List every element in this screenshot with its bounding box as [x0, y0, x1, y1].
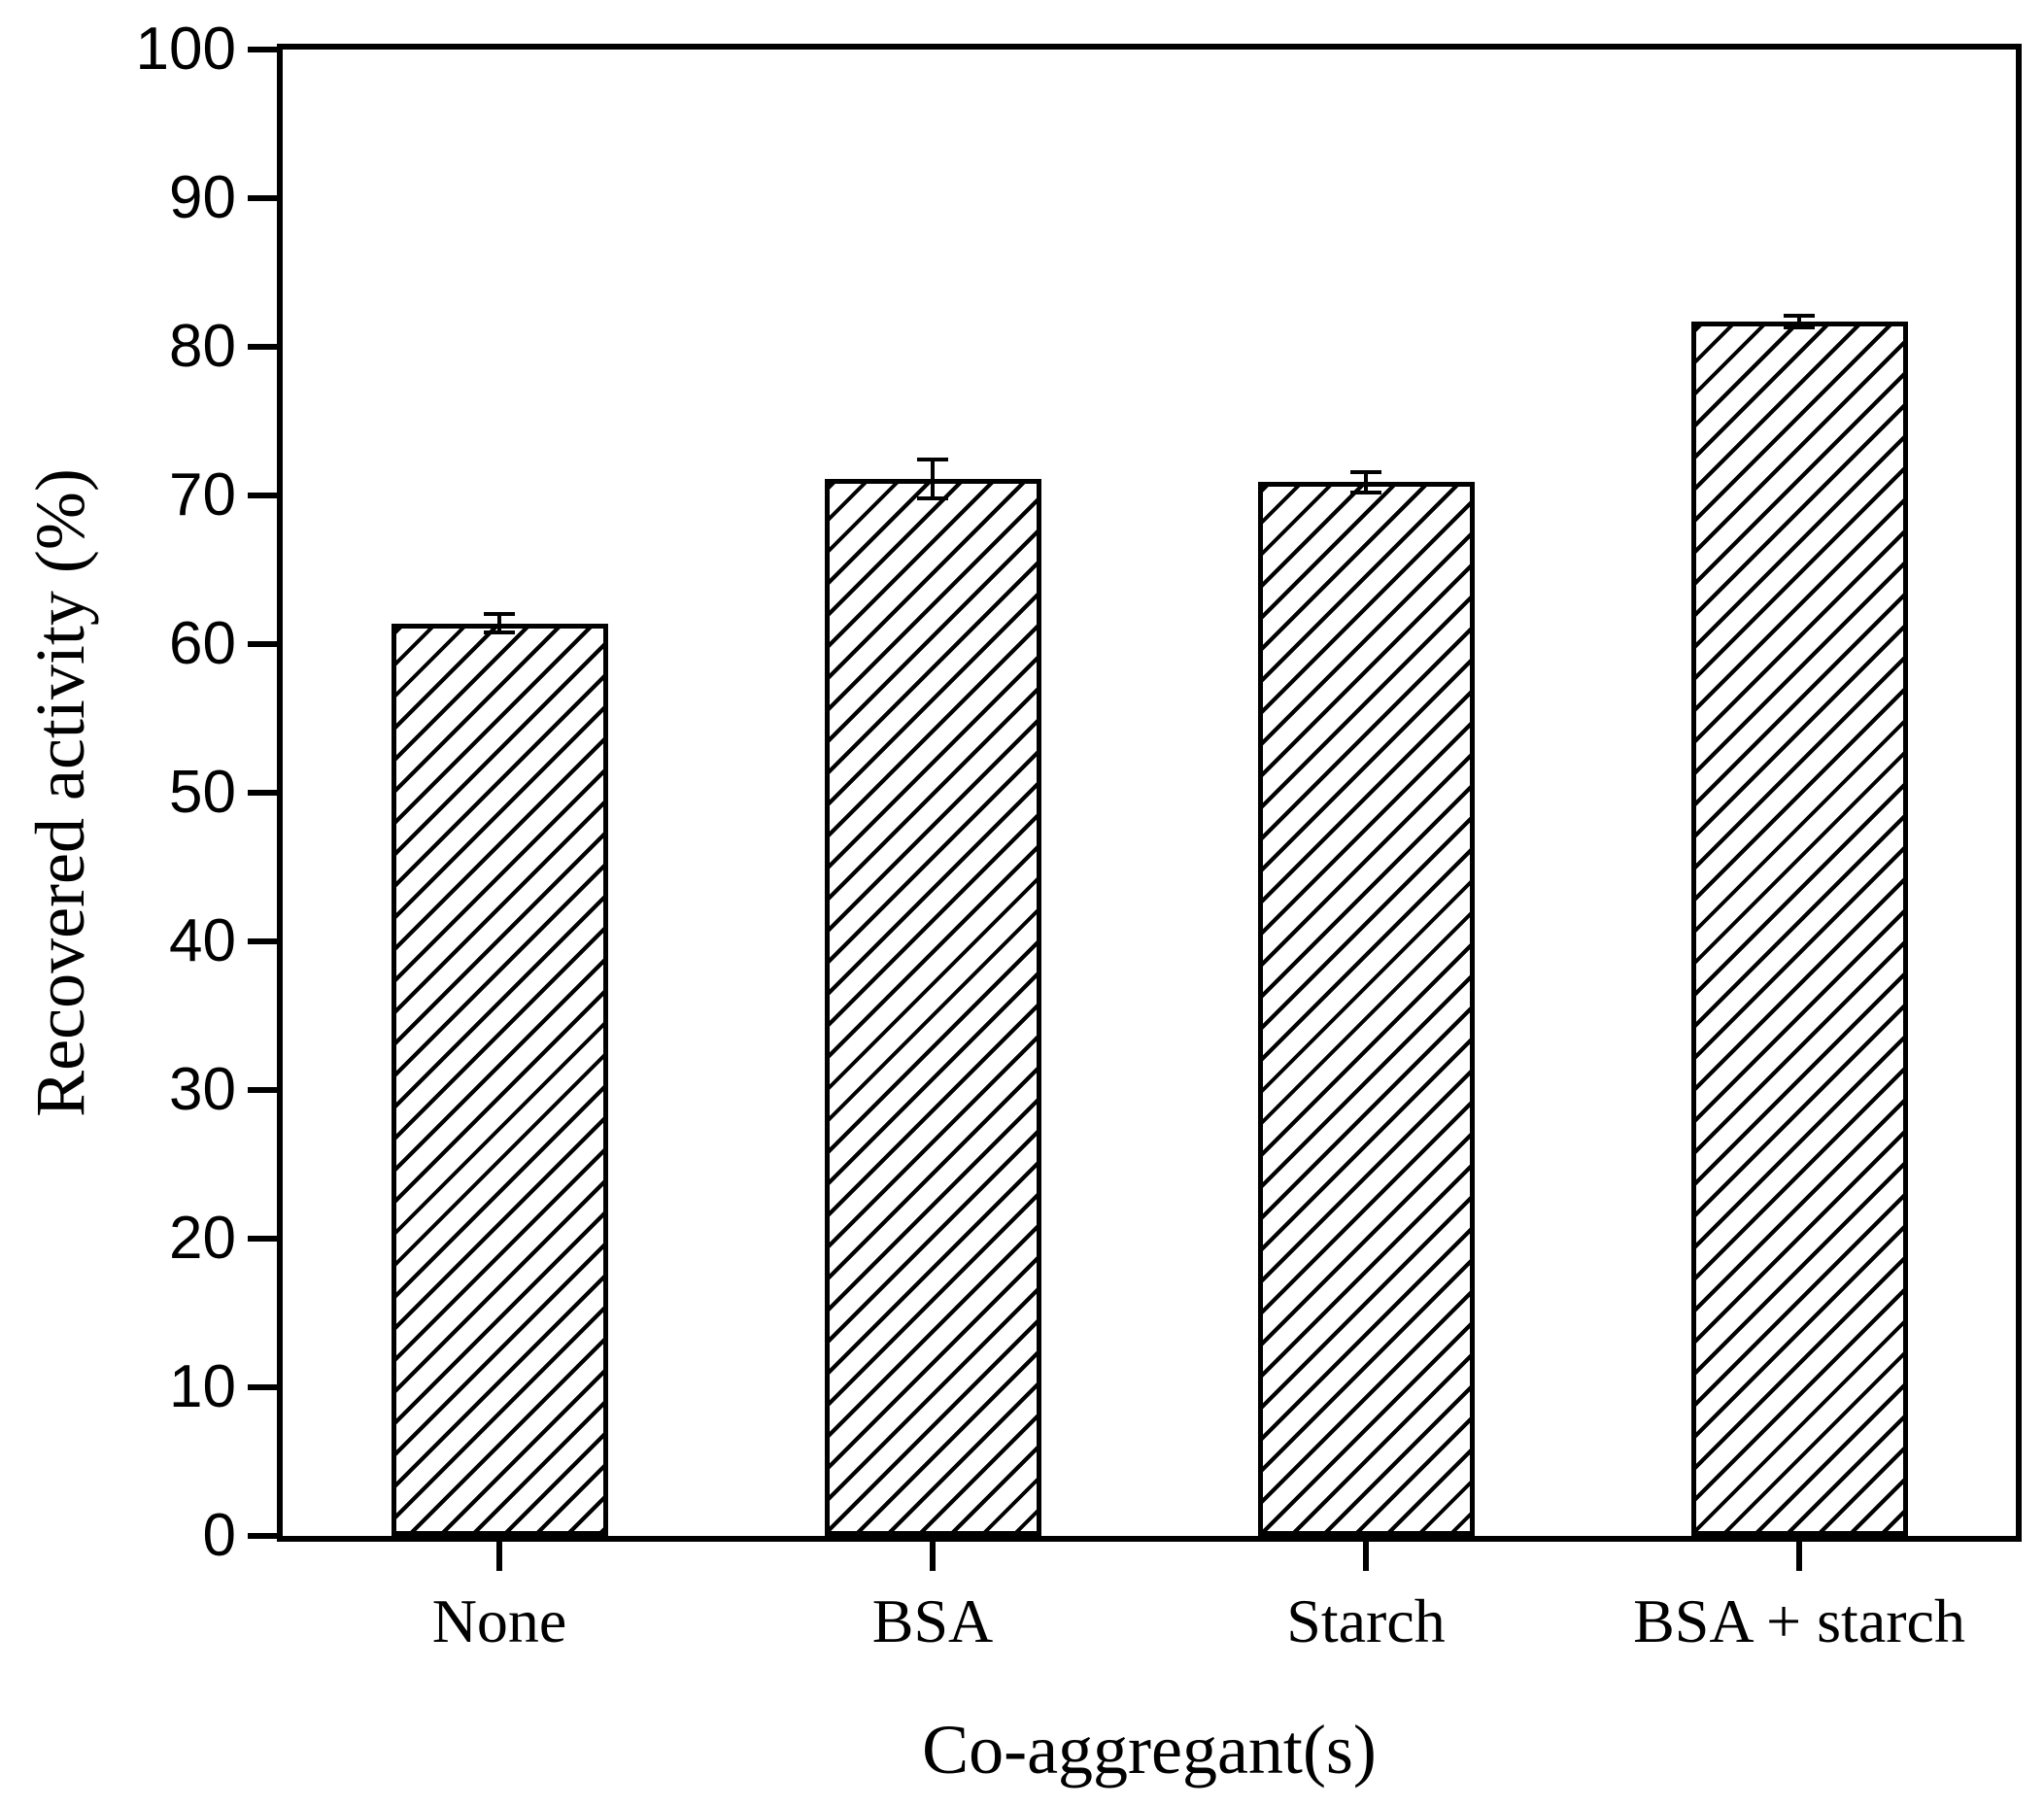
- error-bar-top-cap-bsa-starch: [1784, 313, 1815, 318]
- y-tick-label-20: 20: [169, 1205, 236, 1272]
- error-bar-top-cap-starch: [1350, 469, 1381, 474]
- x-category-label-bsa: BSA: [871, 1586, 994, 1655]
- y-tick-label-70: 70: [169, 461, 236, 528]
- error-bar-line-none: [497, 614, 501, 632]
- y-tick-label-50: 50: [169, 759, 236, 826]
- bar-none: [391, 623, 608, 1536]
- y-tick-label-40: 40: [169, 907, 236, 974]
- y-tick-label-80: 80: [169, 313, 236, 380]
- bar-starch: [1257, 482, 1475, 1536]
- y-tick-label-0: 0: [202, 1502, 236, 1569]
- y-tick-label-100: 100: [135, 16, 236, 83]
- y-tick-mark-80: [248, 344, 277, 350]
- y-tick-label-60: 60: [169, 610, 236, 677]
- y-tick-mark-100: [248, 47, 277, 52]
- x-category-label-none: None: [431, 1586, 567, 1655]
- error-bar-bottom-cap-bsa-starch: [1784, 325, 1815, 330]
- y-tick-mark-0: [248, 1533, 277, 1539]
- x-category-label-starch: Starch: [1286, 1586, 1446, 1655]
- y-tick-mark-30: [248, 1087, 277, 1093]
- y-tick-mark-70: [248, 493, 277, 498]
- error-bar-bottom-cap-bsa: [917, 496, 948, 501]
- error-bar-top-cap-bsa: [917, 458, 948, 462]
- x-category-label-bsa-starch: BSA + starch: [1633, 1586, 1965, 1655]
- y-tick-mark-50: [248, 790, 277, 796]
- y-tick-mark-40: [248, 938, 277, 944]
- x-tick-mark-none: [496, 1542, 502, 1571]
- y-tick-label-90: 90: [169, 164, 236, 231]
- error-bar-bottom-cap-starch: [1350, 490, 1381, 494]
- y-tick-label-10: 10: [169, 1353, 236, 1420]
- y-tick-mark-20: [248, 1236, 277, 1242]
- x-tick-mark-starch: [1363, 1542, 1369, 1571]
- bar-bsa-starch: [1690, 321, 1908, 1536]
- x-axis-title: Co-aggregant(s): [922, 1711, 1377, 1789]
- error-bar-top-cap-none: [484, 612, 515, 617]
- y-tick-mark-90: [248, 195, 277, 201]
- x-tick-mark-bsa-starch: [1796, 1542, 1802, 1571]
- x-tick-mark-bsa: [930, 1542, 936, 1571]
- error-bar-line-bsa-starch: [1797, 315, 1801, 328]
- y-tick-mark-10: [248, 1384, 277, 1390]
- y-tick-label-30: 30: [169, 1056, 236, 1123]
- error-bar-line-bsa: [931, 460, 935, 499]
- bar-bsa: [824, 479, 1041, 1536]
- error-bar-line-starch: [1364, 471, 1368, 493]
- error-bar-bottom-cap-none: [484, 630, 515, 634]
- y-tick-mark-60: [248, 641, 277, 647]
